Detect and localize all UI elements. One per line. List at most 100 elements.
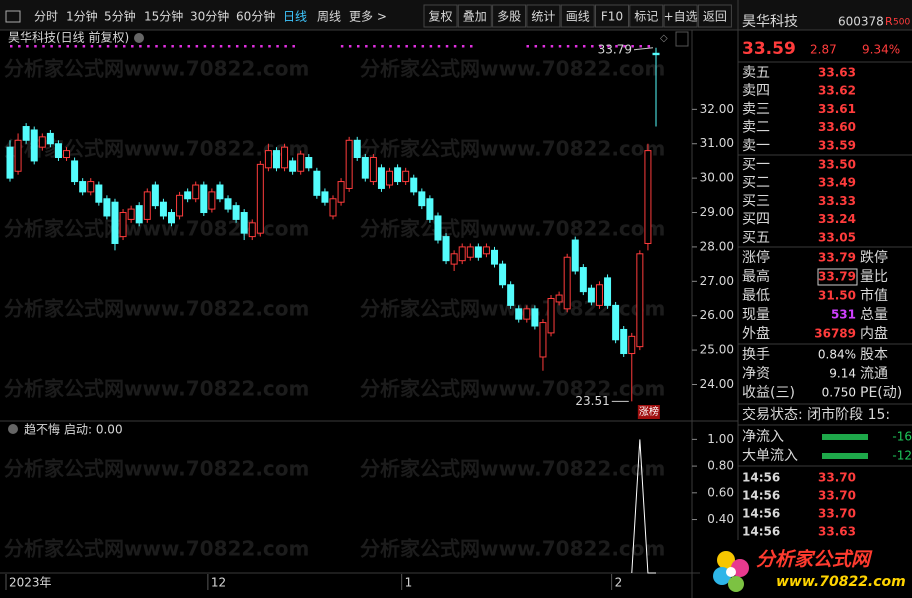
tab[interactable]: 分时 (34, 10, 58, 24)
stat-label: 涨停 (742, 249, 770, 266)
tab[interactable]: 更多 > (349, 10, 387, 24)
tab[interactable]: 5分钟 (104, 9, 136, 24)
dot (203, 45, 207, 48)
candle-body (200, 184, 208, 214)
tab[interactable]: 1分钟 (66, 9, 98, 24)
dot (260, 45, 263, 48)
dot (615, 45, 618, 48)
candle-body (474, 246, 482, 258)
stat-value: 33.79 (818, 251, 856, 265)
watermark: 分析家公式网www.70822.com (360, 457, 665, 481)
ask-label: 卖三 (742, 101, 770, 117)
button[interactable] (629, 4, 664, 28)
dot (276, 45, 279, 48)
candle-body (281, 146, 289, 169)
stat-label: 最低 (742, 288, 770, 304)
button[interactable] (423, 4, 458, 28)
dot (437, 45, 441, 48)
tab[interactable]: 周线 (317, 10, 341, 24)
candle-body (95, 184, 103, 203)
button-label[interactable]: 多股 (497, 10, 521, 24)
tag-box (637, 405, 660, 419)
candle-body (394, 167, 402, 183)
dot (10, 45, 13, 48)
dot (90, 45, 94, 48)
dot (348, 45, 352, 48)
signal-dots (10, 45, 651, 48)
dot (461, 45, 465, 48)
button[interactable] (595, 4, 629, 28)
button[interactable] (457, 4, 492, 28)
button[interactable] (697, 4, 732, 28)
scroll-button[interactable] (675, 31, 689, 47)
candle-body (402, 170, 410, 183)
dot (357, 45, 360, 48)
candle-body (30, 129, 38, 162)
tab[interactable]: 日线 (283, 10, 307, 24)
candle-body (321, 191, 329, 203)
y-tick-label: 27.00 (700, 274, 734, 288)
button-label[interactable]: 标记 (634, 10, 658, 24)
y-tick-label: 0.40 (707, 512, 734, 526)
candle-body (531, 308, 539, 327)
button[interactable] (492, 4, 527, 28)
y-tick-label: 30.00 (700, 171, 734, 185)
watermark: 分析家公式网www.70822.com (4, 457, 309, 481)
button[interactable] (663, 4, 698, 28)
button-label[interactable]: 统计 (531, 10, 555, 24)
button-label[interactable]: 返回 (703, 10, 727, 24)
button-label[interactable]: 画线 (566, 10, 590, 24)
button-label[interactable]: F10 (601, 10, 623, 24)
candle-body (313, 170, 321, 196)
stat-label: 股本 (860, 347, 888, 363)
flow-value: -16 (892, 430, 912, 444)
button[interactable] (526, 4, 561, 28)
candle-body (232, 205, 240, 220)
tab[interactable]: 60分钟 (236, 9, 275, 24)
dot (365, 45, 368, 48)
dot (607, 45, 610, 48)
stat-label: 净资 (742, 366, 770, 382)
dot (179, 45, 182, 48)
collapse-icon[interactable] (8, 424, 18, 434)
candle-body (22, 126, 30, 141)
menu-icon[interactable] (5, 10, 21, 23)
status: 交易状态: 闭市阶段 15: (742, 406, 890, 423)
dot (413, 45, 416, 48)
button-label[interactable]: +自选 (664, 10, 698, 24)
stat-box (817, 268, 858, 286)
dot (639, 45, 642, 48)
dot (284, 45, 287, 48)
candle-body (418, 191, 426, 207)
dot (58, 45, 61, 48)
tab[interactable]: 15分钟 (144, 9, 183, 24)
candle-body (38, 136, 46, 148)
candle-body (636, 253, 644, 348)
dot (526, 45, 529, 48)
bid-label: 买一 (742, 157, 770, 173)
candle-body (353, 139, 361, 158)
candle-body (612, 304, 620, 341)
candle-body (297, 153, 305, 172)
tick-time: 14:56 (742, 471, 780, 485)
candle-body (345, 139, 353, 189)
candle-body (151, 184, 159, 207)
collapse-icon[interactable] (134, 33, 144, 43)
ask-price: 33.59 (818, 138, 856, 152)
tab[interactable]: 30分钟 (190, 9, 229, 24)
candle-body (466, 246, 474, 258)
low-label: 23.51 (575, 394, 609, 408)
candle-body (289, 160, 297, 172)
button[interactable] (560, 4, 595, 28)
dot (599, 45, 602, 48)
dot (18, 45, 21, 48)
stat-label: 总量 (860, 307, 888, 323)
tick-price: 33.70 (818, 471, 856, 485)
candle-body (555, 294, 563, 303)
candle-body (168, 212, 175, 224)
flow-label: 净流入 (742, 429, 784, 445)
button-label[interactable]: 复权 (428, 10, 452, 24)
stat-label: PE(动) (860, 385, 902, 401)
button-label[interactable]: 叠加 (463, 10, 487, 24)
candle-body (216, 184, 224, 200)
